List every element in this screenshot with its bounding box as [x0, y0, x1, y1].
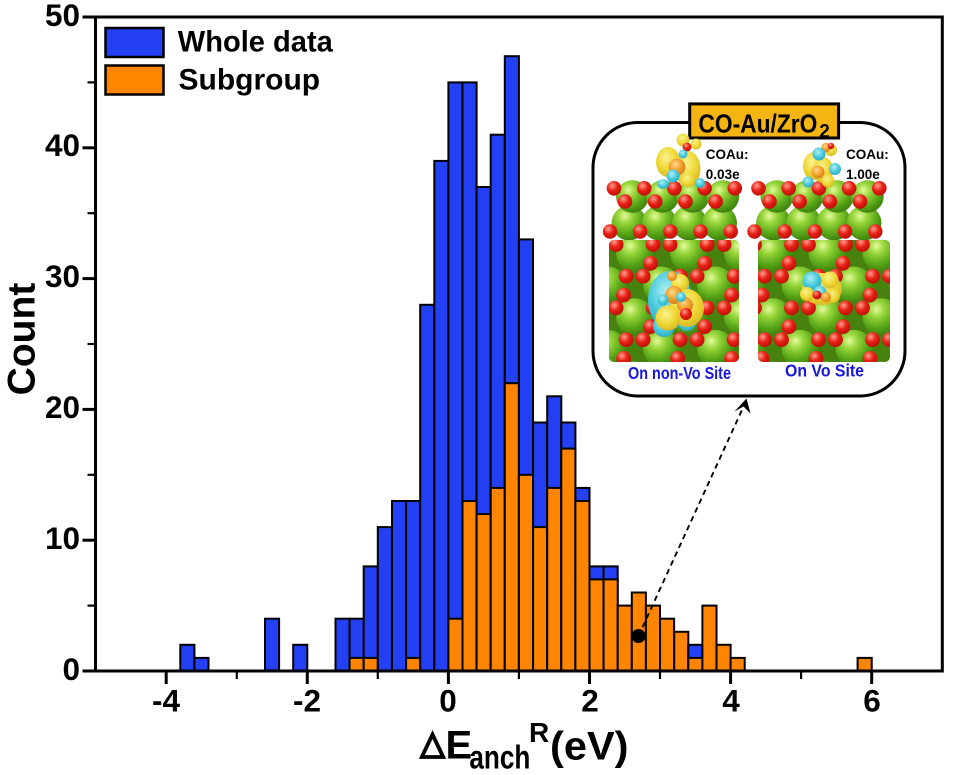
svg-text:0: 0: [62, 651, 80, 687]
svg-text:0.03e: 0.03e: [706, 167, 740, 182]
svg-text:-4: -4: [152, 683, 180, 719]
svg-text:20: 20: [45, 389, 80, 425]
svg-text:50: 50: [45, 0, 80, 33]
svg-text:E: E: [446, 724, 473, 768]
svg-text:1.00e: 1.00e: [846, 167, 880, 182]
svg-text:40: 40: [45, 127, 80, 163]
svg-text:Whole data: Whole data: [178, 26, 333, 59]
svg-text:-2: -2: [293, 683, 321, 719]
svg-text:Count: Count: [1, 283, 44, 396]
svg-text:Subgroup: Subgroup: [179, 64, 321, 97]
svg-text:COAu:: COAu:: [706, 147, 749, 162]
svg-text:2: 2: [819, 122, 830, 143]
svg-text:On non-Vo Site: On non-Vo Site: [628, 363, 731, 383]
svg-text:30: 30: [45, 258, 80, 294]
svg-text:anch: anch: [469, 739, 530, 775]
svg-text:R: R: [529, 717, 549, 748]
svg-text:COAu:: COAu:: [846, 147, 889, 162]
svg-text:10: 10: [45, 520, 80, 556]
svg-text:4: 4: [722, 683, 740, 719]
svg-text:(eV): (eV): [550, 725, 629, 769]
svg-text:CO-Au/ZrO: CO-Au/ZrO: [698, 109, 817, 139]
svg-text:On Vo Site: On Vo Site: [785, 361, 864, 381]
svg-text:2: 2: [581, 683, 599, 719]
svg-text:0: 0: [439, 683, 457, 719]
svg-text:6: 6: [863, 683, 881, 719]
